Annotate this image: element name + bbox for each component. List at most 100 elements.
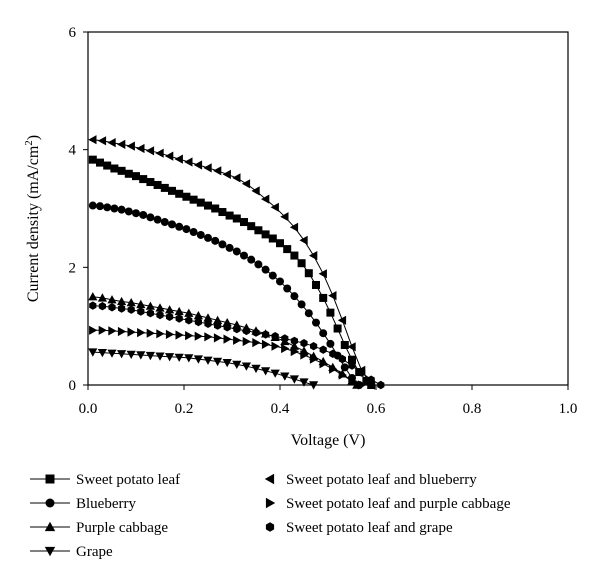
legend-marker — [265, 522, 275, 532]
x-tick-label: 0.2 — [175, 401, 194, 417]
x-axis-title: Voltage (V) — [291, 432, 366, 449]
data-point — [326, 308, 335, 317]
data-point — [168, 186, 176, 195]
x-tick-label: 1.0 — [559, 401, 578, 417]
legend-item: Sweet potato leaf — [30, 472, 180, 488]
data-point — [338, 354, 346, 364]
data-point — [110, 204, 119, 213]
data-point — [333, 324, 342, 333]
legend-label: Purple cabbage — [76, 520, 168, 536]
data-point — [89, 301, 97, 310]
data-point — [194, 317, 202, 327]
data-point — [88, 201, 97, 210]
data-point — [193, 160, 203, 170]
data-point — [261, 230, 270, 239]
data-point — [309, 381, 319, 390]
data-point — [261, 194, 270, 204]
data-point — [290, 336, 298, 346]
data-point — [204, 233, 212, 242]
data-point — [97, 349, 107, 358]
plot-area — [87, 31, 569, 386]
y-tick-label: 0 — [69, 378, 77, 394]
data-point — [299, 235, 308, 245]
data-point — [174, 154, 183, 164]
data-point — [175, 222, 184, 231]
y-axis-title-close: ) — [25, 135, 42, 140]
data-point — [89, 325, 98, 335]
data-point — [136, 143, 145, 154]
data-point — [304, 309, 313, 318]
data-point — [367, 375, 375, 384]
data-point — [146, 178, 155, 187]
data-point — [156, 310, 164, 320]
data-point — [337, 315, 347, 325]
data-point — [189, 195, 198, 204]
data-point — [309, 354, 319, 364]
data-point — [218, 208, 227, 217]
data-point — [309, 251, 318, 261]
data-point — [328, 291, 337, 301]
data-point — [251, 364, 261, 374]
y-axis-title-sup: 2 — [23, 140, 35, 146]
data-point — [165, 151, 174, 161]
data-point — [155, 352, 165, 361]
data-point — [329, 349, 337, 358]
data-point — [319, 329, 328, 338]
legend-marker — [264, 473, 275, 485]
legend-marker — [265, 497, 276, 509]
data-point — [182, 192, 191, 201]
data-point — [211, 236, 220, 245]
data-point — [88, 292, 98, 301]
data-point — [132, 209, 140, 218]
data-point — [97, 293, 107, 302]
data-point — [127, 305, 135, 314]
data-point — [357, 380, 367, 390]
data-point — [145, 146, 155, 156]
data-point — [240, 218, 248, 227]
data-point — [117, 139, 126, 149]
y-tick-label: 6 — [69, 25, 77, 41]
data-point — [108, 326, 117, 336]
data-point — [268, 234, 277, 243]
data-point — [319, 345, 327, 354]
data-point — [225, 211, 234, 220]
data-point — [242, 326, 250, 336]
data-point — [232, 214, 241, 223]
data-point — [203, 163, 212, 173]
data-point — [304, 269, 313, 278]
data-point — [88, 155, 97, 164]
series-5 — [88, 135, 375, 390]
legend-label: Sweet potato leaf and blueberry — [286, 472, 477, 488]
data-point — [168, 220, 176, 229]
series-1 — [88, 155, 376, 389]
data-point — [213, 357, 223, 367]
data-point — [290, 292, 299, 301]
data-point — [289, 222, 299, 232]
legend: Sweet potato leaf Blueberry Purple cabbage… — [30, 472, 511, 560]
legend-label: Sweet potato leaf and purple cabbage — [286, 496, 511, 512]
data-point — [137, 307, 145, 316]
data-point — [139, 210, 148, 219]
data-point — [348, 361, 356, 370]
legend-item: Sweet potato leaf and purple cabbage — [265, 496, 511, 512]
data-point — [348, 355, 356, 364]
data-point — [98, 302, 106, 311]
axis-layer: 0.0 0.2 0.4 0.6 0.8 1.0 0 2 4 6 — [69, 25, 578, 417]
x-tick-label: 0.0 — [79, 401, 98, 417]
data-point — [283, 245, 292, 254]
data-point — [165, 329, 175, 339]
data-point — [174, 353, 184, 362]
data-point — [270, 202, 279, 212]
data-point — [127, 327, 136, 337]
x-tick-label: 0.6 — [367, 401, 386, 417]
series-line — [92, 351, 314, 386]
data-point — [299, 378, 309, 387]
y-tick-label: 2 — [69, 260, 77, 276]
legend-label: Sweet potato leaf — [76, 472, 180, 488]
data-point — [319, 293, 328, 302]
data-point — [358, 368, 366, 377]
data-point — [146, 309, 154, 318]
data-point — [126, 350, 136, 359]
data-point — [136, 299, 146, 309]
data-point — [297, 259, 306, 268]
